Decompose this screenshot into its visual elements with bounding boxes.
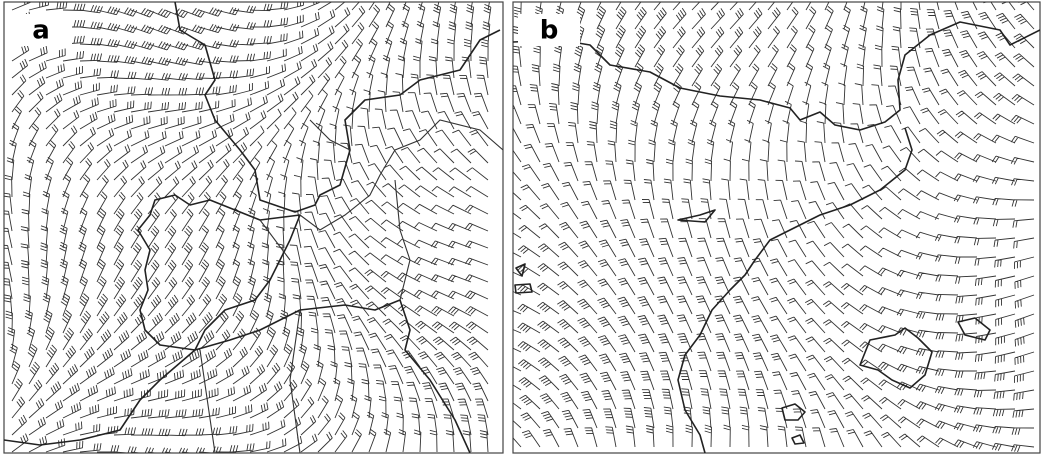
page: a b <box>0 0 1042 455</box>
panel-label: a <box>32 16 50 46</box>
figure: a b <box>0 0 1042 455</box>
panel-a: a <box>1 0 503 455</box>
panel-label: b <box>540 16 559 46</box>
panel-b: b <box>498 0 1040 453</box>
